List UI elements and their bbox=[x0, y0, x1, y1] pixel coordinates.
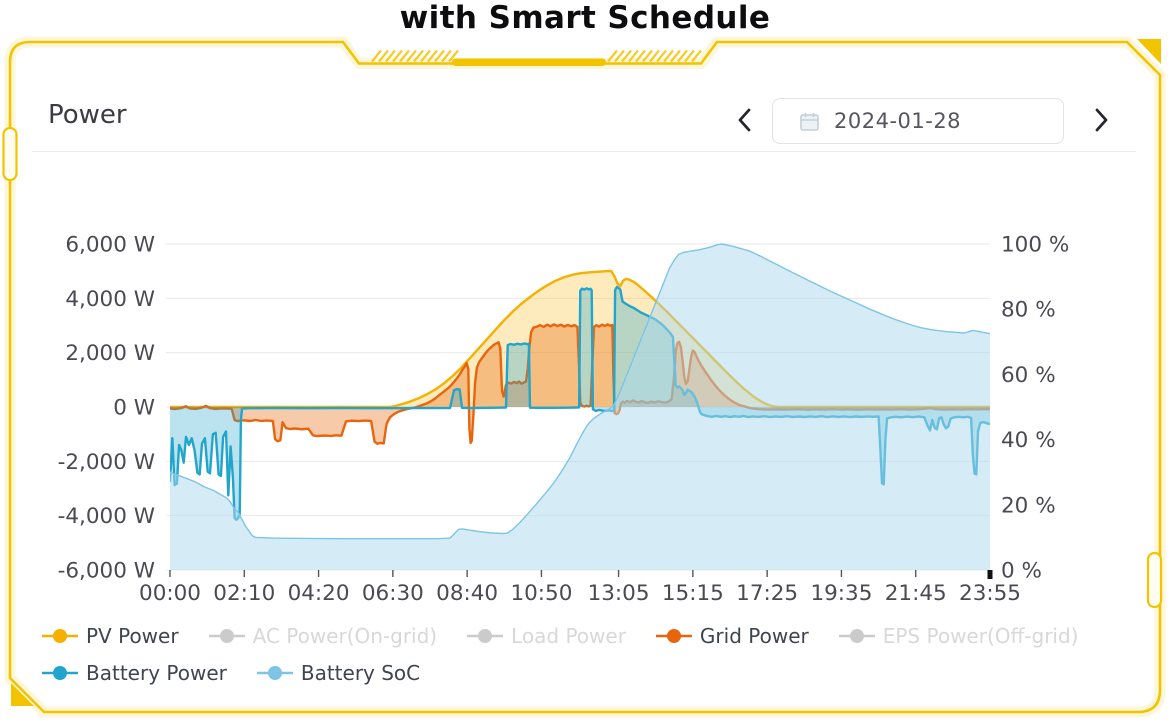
legend-item-load-power[interactable]: Load Power bbox=[467, 624, 626, 648]
x-axis-label: 00:00 bbox=[139, 581, 201, 606]
x-axis-label: 21:45 bbox=[885, 581, 947, 606]
x-axis-label: 02:10 bbox=[213, 581, 275, 606]
legend-label: AC Power(On-grid) bbox=[252, 624, 438, 648]
legend-label: EPS Power(Off-grid) bbox=[882, 624, 1079, 648]
frame-right-pill bbox=[1146, 551, 1163, 609]
x-axis-label: 08:40 bbox=[436, 581, 498, 606]
chevron-right-icon bbox=[1095, 108, 1108, 131]
series-battery-soc-area bbox=[170, 244, 990, 570]
legend-marker-ac-power-on-grid bbox=[208, 629, 245, 643]
date-next-button[interactable] bbox=[1084, 104, 1118, 138]
series-battery-soc-line bbox=[170, 243, 990, 540]
x-axis-label: 17:25 bbox=[736, 581, 798, 606]
card-title: Power bbox=[48, 100, 127, 130]
chevron-left-icon bbox=[738, 108, 751, 131]
y-axis-right-label: 0 % bbox=[1001, 559, 1042, 584]
legend-marker-load-power bbox=[467, 629, 504, 643]
legend-item-grid-power[interactable]: Grid Power bbox=[655, 624, 809, 648]
legend-marker-battery-soc bbox=[256, 666, 293, 680]
frame-center-bar bbox=[452, 58, 606, 66]
y-axis-left-label: -4,000 W bbox=[58, 504, 155, 529]
series-battery-power-area bbox=[170, 286, 990, 520]
legend-marker-eps-power-off-grid bbox=[838, 629, 875, 643]
y-axis-right-label: 60 % bbox=[1001, 363, 1056, 388]
legend-label: Grid Power bbox=[699, 624, 809, 648]
y-axis-left-label: 4,000 W bbox=[65, 287, 155, 312]
legend-marker-grid-power bbox=[655, 629, 692, 643]
y-axis-left-label: -2,000 W bbox=[58, 450, 155, 475]
x-axis-label: 13:05 bbox=[588, 581, 650, 606]
date-prev-button[interactable] bbox=[728, 104, 762, 138]
x-axis-label: 15:15 bbox=[662, 581, 724, 606]
date-picker[interactable]: 2024-01-28 bbox=[772, 98, 1064, 144]
corner-triangle-bottom-left bbox=[11, 683, 34, 706]
x-axis-label: 10:50 bbox=[510, 581, 572, 606]
series-pv-power-line bbox=[170, 269, 990, 409]
legend-label: PV Power bbox=[86, 624, 179, 648]
y-axis-left-label: 6,000 W bbox=[65, 233, 155, 258]
frame-left-pill bbox=[2, 126, 18, 182]
legend-item-pv-power[interactable]: PV Power bbox=[42, 624, 179, 648]
chart-legend: PV Power AC Power(On-grid) Load Power Grid … bbox=[42, 624, 1157, 685]
series-battery-power-line bbox=[170, 285, 990, 521]
y-axis-right-label: 80 % bbox=[1001, 298, 1056, 323]
y-axis-left-label: 2,000 W bbox=[65, 341, 155, 366]
calendar-icon bbox=[800, 112, 819, 131]
series-grid-power-area bbox=[170, 324, 990, 444]
y-axis-right-label: 100 % bbox=[1001, 233, 1069, 258]
legend-marker-pv-power bbox=[42, 629, 78, 643]
y-axis-right-label: 40 % bbox=[1001, 428, 1056, 453]
y-axis-right-label: 20 % bbox=[1001, 493, 1056, 518]
corner-triangle-top-right bbox=[1137, 39, 1161, 64]
y-axis-left-label: -6,000 W bbox=[58, 559, 155, 584]
legend-item-eps-power-off-grid[interactable]: EPS Power(Off-grid) bbox=[838, 624, 1079, 648]
series-pv-power-area bbox=[170, 270, 990, 407]
x-axis-label: 23:55 bbox=[959, 581, 1021, 606]
legend-item-battery-power[interactable]: Battery Power bbox=[42, 661, 227, 685]
page-title: with Smart Schedule bbox=[399, 0, 771, 36]
date-value: 2024-01-28 bbox=[834, 109, 962, 133]
header-divider bbox=[32, 151, 1136, 152]
legend-label: Load Power bbox=[511, 624, 626, 648]
series-grid-power-line bbox=[170, 323, 990, 445]
legend-label: Battery Power bbox=[86, 661, 227, 685]
y-axis-left-label: 0 W bbox=[113, 396, 155, 421]
legend-marker-battery-power bbox=[42, 666, 78, 680]
x-axis-label: 06:30 bbox=[362, 581, 424, 606]
legend-item-battery-soc[interactable]: Battery SoC bbox=[256, 661, 421, 685]
hazard-stripes bbox=[371, 49, 702, 63]
x-axis-label: 04:20 bbox=[288, 581, 350, 606]
x-axis-label: 19:35 bbox=[810, 581, 872, 606]
legend-label: Battery SoC bbox=[300, 661, 421, 685]
legend-item-ac-power-on-grid[interactable]: AC Power(On-grid) bbox=[208, 624, 438, 648]
